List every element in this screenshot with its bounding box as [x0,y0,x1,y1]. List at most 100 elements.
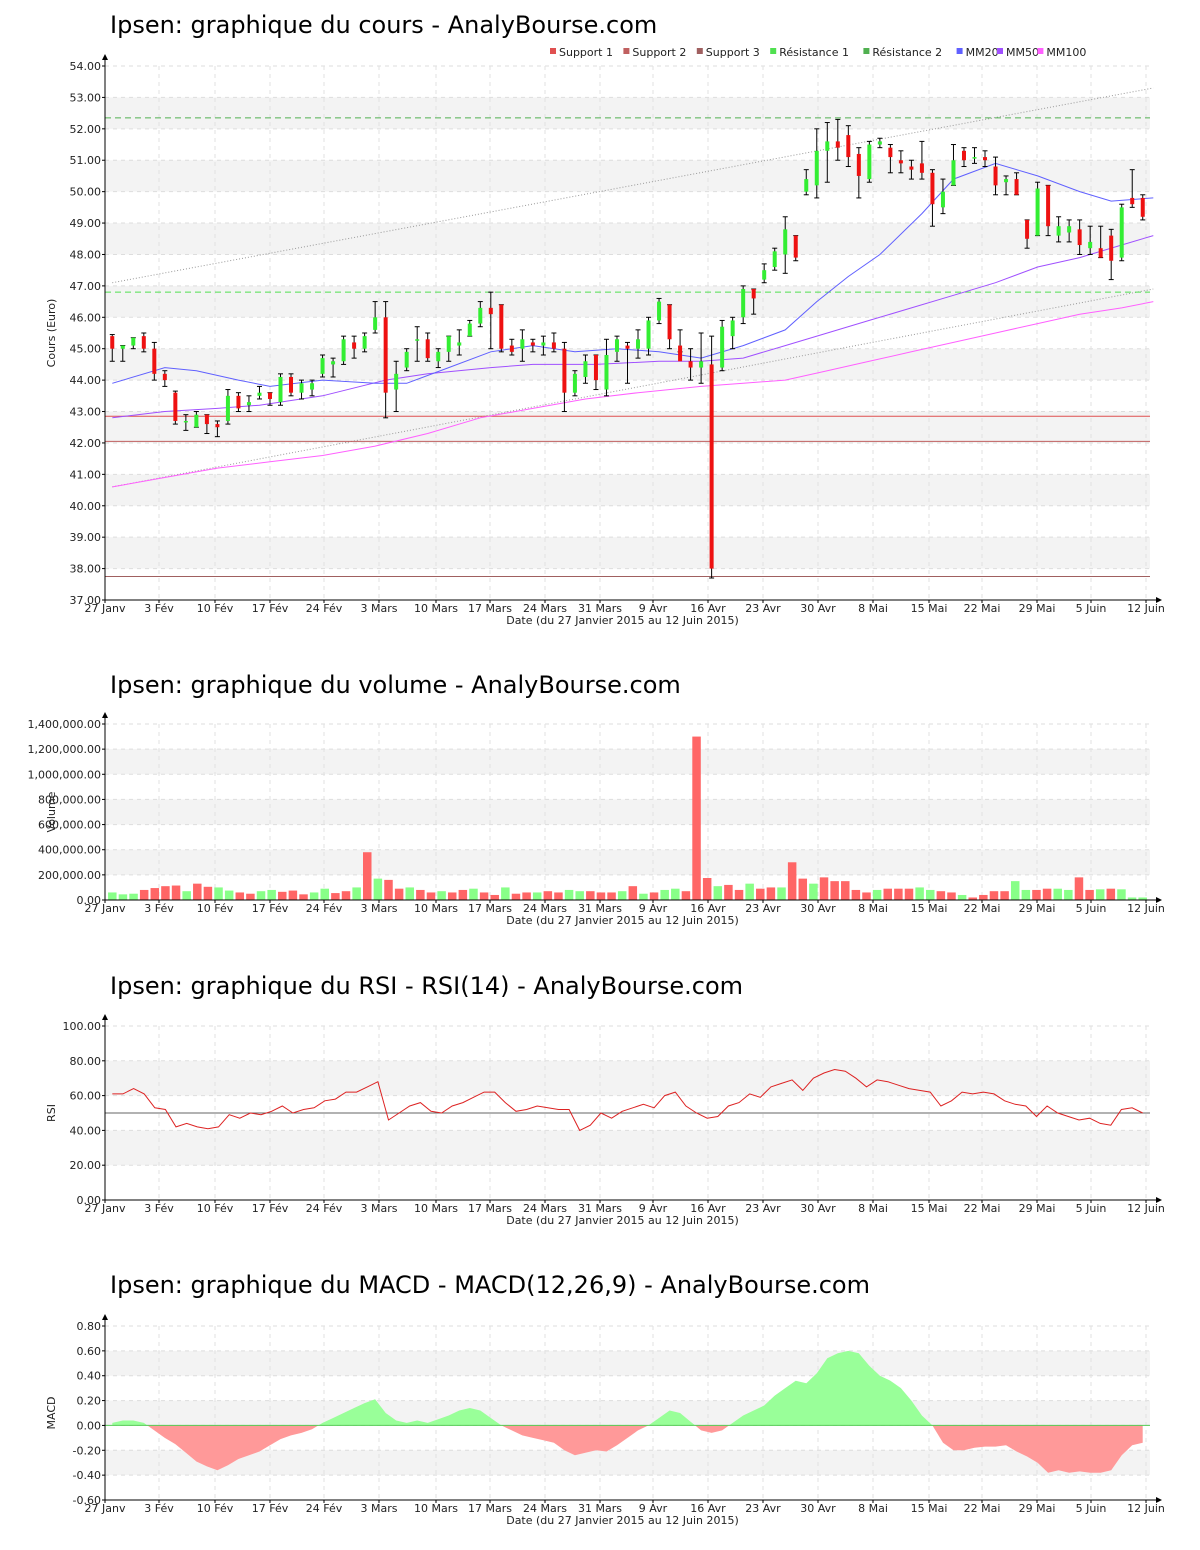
x-axis-label: Date (du 27 Janvier 2015 au 12 Juin 2015… [506,914,739,927]
candle-body [688,361,693,368]
candle-body [183,420,188,423]
candle-body [972,157,977,159]
candle-body [1130,197,1135,205]
volume-bar [139,889,149,900]
candle-body [289,376,294,393]
y-tick-label: 47.00 [70,280,102,293]
candle-body [846,135,851,158]
y-tick-label: -0.40 [73,1469,101,1482]
volume-bar [469,888,478,900]
candle [1140,194,1146,221]
candle [614,335,620,362]
volume-bar [1010,881,1020,900]
x-tick-label: 10 Fév [197,602,234,615]
grid-band [105,537,1150,569]
volume-bar [702,878,712,900]
volume-bar [639,893,648,900]
y-tick-label: 45.00 [70,343,102,356]
x-tick-label: 24 Fév [306,902,343,915]
candle [751,288,757,315]
y-tick-label: 52.00 [70,123,102,136]
volume-bar [936,891,946,900]
y-tick-label: 600,000.00 [38,819,101,832]
volume-bar [989,891,999,900]
candle [519,329,525,362]
candle [709,335,715,579]
legend-swatch [696,48,703,54]
volume-bar [288,890,298,900]
x-axis-arrow [1156,1497,1162,1503]
x-tick-label: 10 Fév [197,902,234,915]
volume-bar [777,887,786,900]
candle [1108,228,1114,281]
x-tick-label: 31 Mars [578,1202,622,1215]
y-tick-label: 44.00 [70,374,102,387]
volume-bar [692,736,701,900]
volume-bar [734,889,744,900]
volume-bar [458,889,468,900]
x-tick-label: 17 Fév [252,1502,289,1515]
candle-body [194,414,199,428]
volume-bar [1064,889,1073,900]
volume-bar [394,888,404,900]
candle [330,357,336,378]
candle-body [951,160,956,186]
legend-label: Résistance 2 [872,46,942,59]
volume-bar [862,892,871,900]
x-tick-label: 3 Fév [144,902,174,915]
candle [793,235,799,262]
candle [235,392,241,413]
volume-bar [543,891,553,900]
y-tick-label: 80.00 [70,1055,102,1068]
volume-bar [1085,889,1094,900]
candle-body [1004,179,1009,183]
candle [950,144,956,186]
candle [372,301,378,334]
volume-bar [713,886,723,900]
candle [561,341,567,413]
x-tick-label: 17 Mars [468,902,512,915]
legend-swatch [550,48,556,54]
y-tick-label: 0.00 [77,894,102,907]
candle-body [772,251,777,268]
volume-bar [352,887,361,900]
x-tick-label: 10 Fév [197,1202,234,1215]
volume-bar [564,889,574,900]
candle-body [110,336,115,349]
candle [1056,216,1062,243]
y-tick-label: 800,000.00 [38,793,101,806]
candle-body [709,364,714,569]
volume-bar [649,892,659,900]
candle [803,169,809,196]
candle [130,337,136,350]
volume-bar [341,891,351,900]
candle-body [173,392,178,421]
y-tick-label: 60.00 [70,1090,102,1103]
candle-body [593,354,598,381]
x-tick-label: 30 Avr [800,602,836,615]
candle-body [856,153,861,176]
y-tick-label: 400,000.00 [38,844,101,857]
volume-bar [894,888,903,900]
y-tick-label: 0.60 [77,1345,102,1358]
y-tick-label: 39.00 [70,531,102,544]
rsi-line [112,1068,1143,1132]
volume-bar [309,892,319,900]
candle [887,144,893,174]
candle-body [583,361,588,377]
candle [509,338,515,356]
volume-bar [246,893,255,900]
y-axis-label: Cours (Euro) [45,299,58,368]
volume-bar [426,892,436,900]
candle-body [478,307,483,324]
candle [246,395,252,413]
legend-label: Support 3 [706,46,760,59]
x-tick-label: 29 Mai [1019,1202,1056,1215]
candle [677,329,683,362]
candle [193,411,199,428]
candle-body [141,336,146,349]
candle-body [120,345,125,349]
volume-bar [628,886,638,900]
x-axis-arrow [1156,897,1162,903]
candle-body [267,392,272,399]
